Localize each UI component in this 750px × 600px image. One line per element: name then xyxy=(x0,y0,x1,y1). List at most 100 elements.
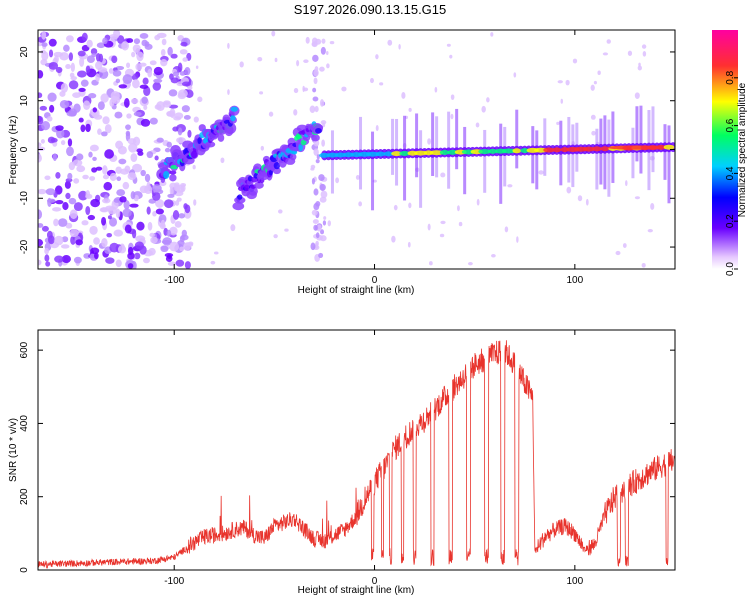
faint-speck xyxy=(641,44,647,49)
noise-speck xyxy=(132,44,141,53)
figure-title: S197.2026.090.13.15.G15 xyxy=(294,2,447,17)
faint-speck xyxy=(590,84,595,91)
faint-speck xyxy=(268,111,274,117)
faint-speck xyxy=(284,228,289,232)
faint-speck xyxy=(593,80,597,85)
noise-speck xyxy=(149,232,155,238)
noise-speck xyxy=(130,98,139,104)
noise-speck xyxy=(81,220,89,226)
noise-speck xyxy=(69,72,75,78)
colorbar-label: Normalized spectral amplitude xyxy=(737,82,748,217)
track-2-halo xyxy=(248,186,258,196)
noise-speck xyxy=(135,63,143,71)
noise-speck xyxy=(127,138,137,145)
faint-speck xyxy=(227,89,230,95)
streak-speck xyxy=(318,174,325,182)
noise-speck xyxy=(127,252,135,260)
noise-speck xyxy=(44,247,49,255)
track-1-core xyxy=(169,170,177,175)
track-2-halo xyxy=(272,167,281,175)
faint-speck xyxy=(642,51,647,57)
noise-speck xyxy=(148,247,156,256)
main-track-core xyxy=(439,150,450,156)
noise-speck xyxy=(181,229,187,237)
track-2-core xyxy=(273,162,281,170)
noise-speck xyxy=(168,104,179,109)
faint-speck xyxy=(375,125,379,132)
main-track-spread xyxy=(515,109,519,169)
noise-speck xyxy=(49,104,55,113)
faint-speck xyxy=(257,56,263,62)
noise-speck xyxy=(156,137,164,143)
track-1-halo xyxy=(217,133,225,142)
faint-speck xyxy=(467,261,473,266)
noise-speck xyxy=(47,92,57,102)
faint-speck xyxy=(602,52,609,56)
noise-speck xyxy=(52,207,62,212)
noise-speck xyxy=(140,169,146,177)
noise-speck xyxy=(41,225,49,232)
noise-speck xyxy=(117,245,127,254)
faint-speck xyxy=(440,220,446,225)
noise-speck xyxy=(95,73,100,82)
noise-speck xyxy=(38,142,42,147)
noise-speck xyxy=(38,69,44,79)
noise-speck xyxy=(155,199,165,208)
faint-speck xyxy=(303,59,309,63)
track-1-core xyxy=(230,114,236,122)
noise-speck xyxy=(182,57,188,62)
faint-speck xyxy=(572,58,578,64)
spectrogram-y-label: Frequency (Hz) xyxy=(8,116,19,185)
noise-speck xyxy=(70,62,75,73)
noise-speck xyxy=(40,49,47,55)
track-2-halo xyxy=(232,201,245,211)
noise-speck xyxy=(77,70,87,78)
main-track-core xyxy=(501,148,516,154)
main-track-spread xyxy=(330,130,334,194)
noise-speck xyxy=(139,185,149,194)
noise-speck xyxy=(38,259,42,266)
noise-speck xyxy=(95,52,101,62)
main-track-core xyxy=(582,146,595,152)
noise-speck xyxy=(108,68,114,74)
faint-speck xyxy=(408,202,412,209)
faint-speck xyxy=(375,54,379,60)
noise-speck xyxy=(54,255,64,263)
streak-speck xyxy=(315,240,319,247)
noise-speck xyxy=(160,59,168,67)
noise-speck xyxy=(62,202,69,211)
faint-speck xyxy=(627,50,633,56)
track-1-core xyxy=(197,137,202,145)
noise-speck xyxy=(46,116,53,122)
faint-speck xyxy=(439,233,445,238)
noise-speck xyxy=(97,101,105,110)
noise-speck xyxy=(154,34,161,41)
noise-speck xyxy=(179,49,188,55)
noise-speck xyxy=(128,143,138,153)
faint-speck xyxy=(476,198,480,206)
noise-speck xyxy=(65,64,71,70)
streak-speck xyxy=(318,252,324,259)
faint-speck xyxy=(566,186,572,194)
main-track-spread xyxy=(415,113,419,178)
faint-speck xyxy=(440,172,446,178)
snr-y-label: SNR (10 * v/v) xyxy=(8,418,19,482)
colorbar-tick-label: 0.6 xyxy=(725,118,736,132)
noise-speck xyxy=(57,218,68,227)
faint-speck xyxy=(260,145,264,151)
noise-speck xyxy=(149,60,157,66)
noise-speck xyxy=(143,257,150,264)
faint-speck xyxy=(615,250,621,256)
noise-speck xyxy=(101,237,108,248)
noise-speck xyxy=(125,124,131,131)
snr-y-tick-label: 200 xyxy=(19,488,30,505)
faint-speck xyxy=(355,174,360,180)
noise-speck xyxy=(88,151,93,158)
faint-speck xyxy=(193,116,199,123)
noise-speck xyxy=(124,165,131,173)
main-track-core xyxy=(319,152,330,158)
noise-speck xyxy=(169,241,180,252)
streak-speck xyxy=(320,46,326,55)
colorbar-tick-label: 0.0 xyxy=(725,262,736,276)
track-2-core xyxy=(300,139,307,146)
